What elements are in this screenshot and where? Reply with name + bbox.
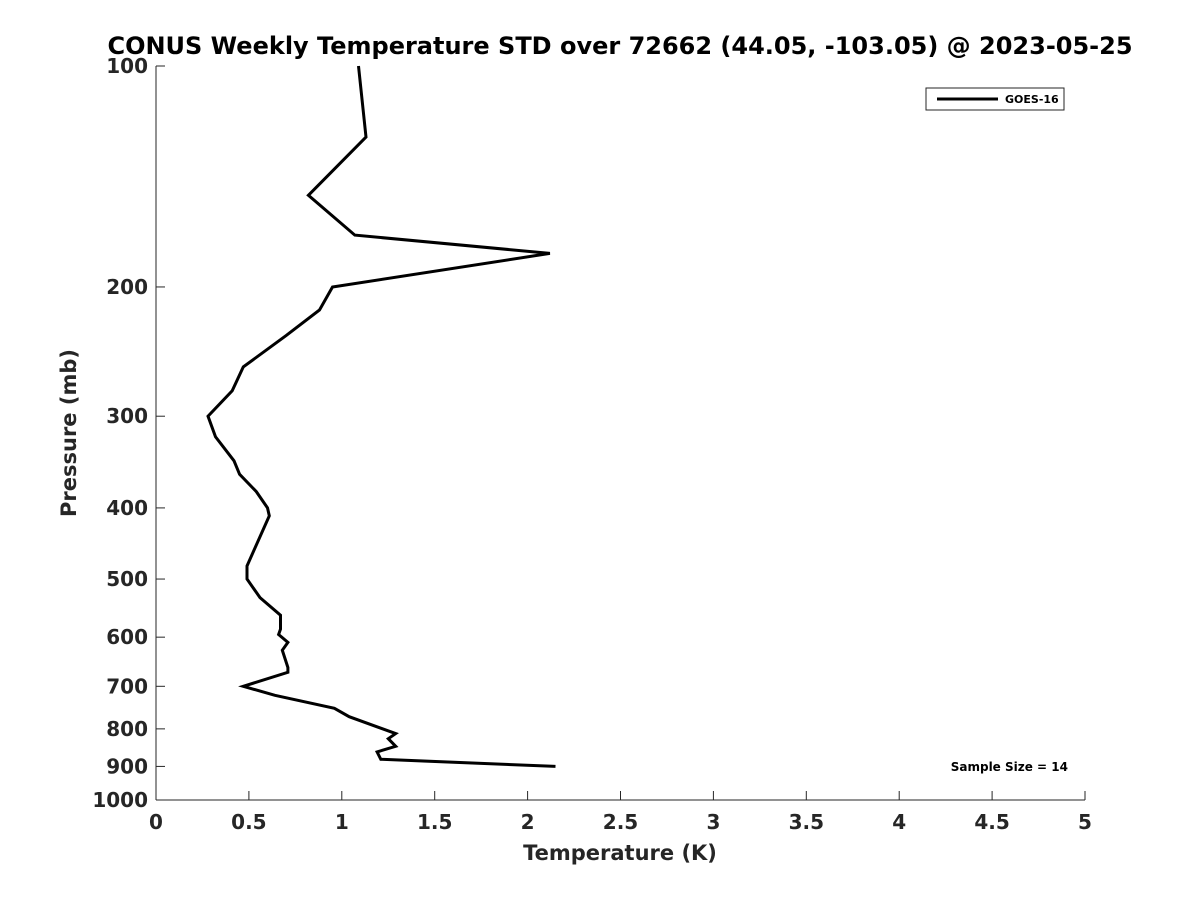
y-tick-label: 400 [106, 496, 148, 520]
plot-area [155, 66, 1085, 801]
x-tick-label: 4 [892, 810, 906, 834]
y-tick-label: 600 [106, 625, 148, 649]
y-tick-label: 100 [106, 54, 148, 78]
x-tick-label: 4.5 [974, 810, 1009, 834]
sample-size-annotation: Sample Size = 14 [951, 760, 1068, 774]
series-line-goes-16 [206, 65, 556, 768]
y-tick-label: 800 [106, 717, 148, 741]
y-tick-label: 1000 [92, 788, 148, 812]
x-tick-label: 2.5 [603, 810, 638, 834]
y-axis: 100 200 300 400 500 600 700 800 900 1000 [92, 54, 165, 812]
chart-title: CONUS Weekly Temperature STD over 72662 … [107, 32, 1132, 60]
y-tick-label: 900 [106, 754, 148, 778]
x-tick-label: 0 [149, 810, 163, 834]
legend: GOES-16 [925, 87, 1065, 111]
x-tick-label: 1.5 [417, 810, 452, 834]
x-tick-label: 5 [1078, 810, 1092, 834]
y-tick-label: 200 [106, 275, 148, 299]
x-tick-label: 1 [335, 810, 349, 834]
x-tick-label: 2 [521, 810, 535, 834]
x-axis-title: Temperature (K) [523, 841, 717, 865]
legend-label: GOES-16 [1005, 93, 1059, 106]
y-tick-label: 700 [106, 674, 148, 698]
x-tick-label: 0.5 [231, 810, 266, 834]
y-tick-label: 300 [106, 404, 148, 428]
x-tick-label: 3 [706, 810, 720, 834]
series-layer [206, 65, 556, 768]
x-tick-label: 3.5 [789, 810, 824, 834]
y-tick-label: 500 [106, 567, 148, 591]
x-axis: 0 0.5 1 1.5 2 2.5 3 3.5 4 4.5 5 [149, 791, 1092, 834]
y-axis-title: Pressure (mb) [57, 349, 81, 517]
